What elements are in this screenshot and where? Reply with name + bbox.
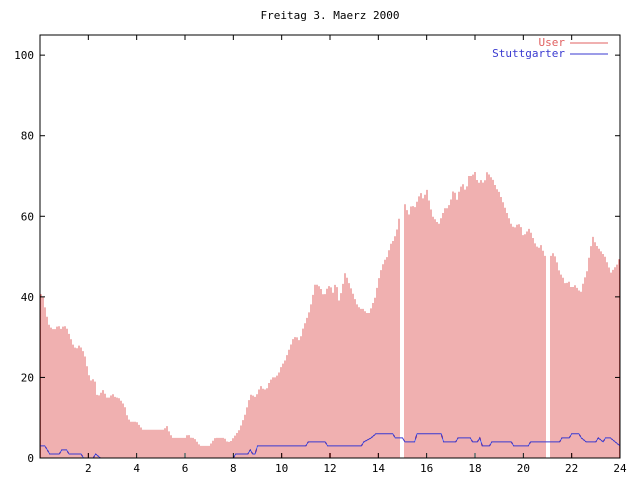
x-tick-label: 6 — [182, 462, 189, 475]
x-tick-label: 8 — [230, 462, 237, 475]
x-tick-label: 20 — [517, 462, 530, 475]
legend-label-user: User — [539, 36, 566, 49]
x-tick-label: 16 — [420, 462, 433, 475]
x-tick-label: 4 — [133, 462, 140, 475]
user-impulses — [40, 172, 620, 458]
stuttgarter-series — [40, 433, 621, 459]
y-tick-label: 20 — [21, 371, 34, 384]
x-tick-label: 12 — [323, 462, 336, 475]
y-tick-label: 80 — [21, 130, 34, 143]
x-tick-label: 18 — [468, 462, 481, 475]
stuttgarter-line — [40, 433, 621, 459]
y-tick-label: 60 — [21, 210, 34, 223]
legend-label-stuttgarter: Stuttgarter — [492, 47, 565, 60]
chart-title: Freitag 3. Maerz 2000 — [260, 9, 399, 22]
x-tick-label: 24 — [613, 462, 627, 475]
x-tick-label: 2 — [85, 462, 92, 475]
legend: User Stuttgarter — [492, 36, 608, 60]
y-tick-label: 100 — [14, 49, 34, 62]
x-tick-label: 10 — [275, 462, 288, 475]
x-tick-label: 14 — [372, 462, 386, 475]
y-tick-label: 40 — [21, 291, 34, 304]
x-tick-label: 22 — [565, 462, 578, 475]
y-tick-label: 0 — [27, 452, 34, 465]
